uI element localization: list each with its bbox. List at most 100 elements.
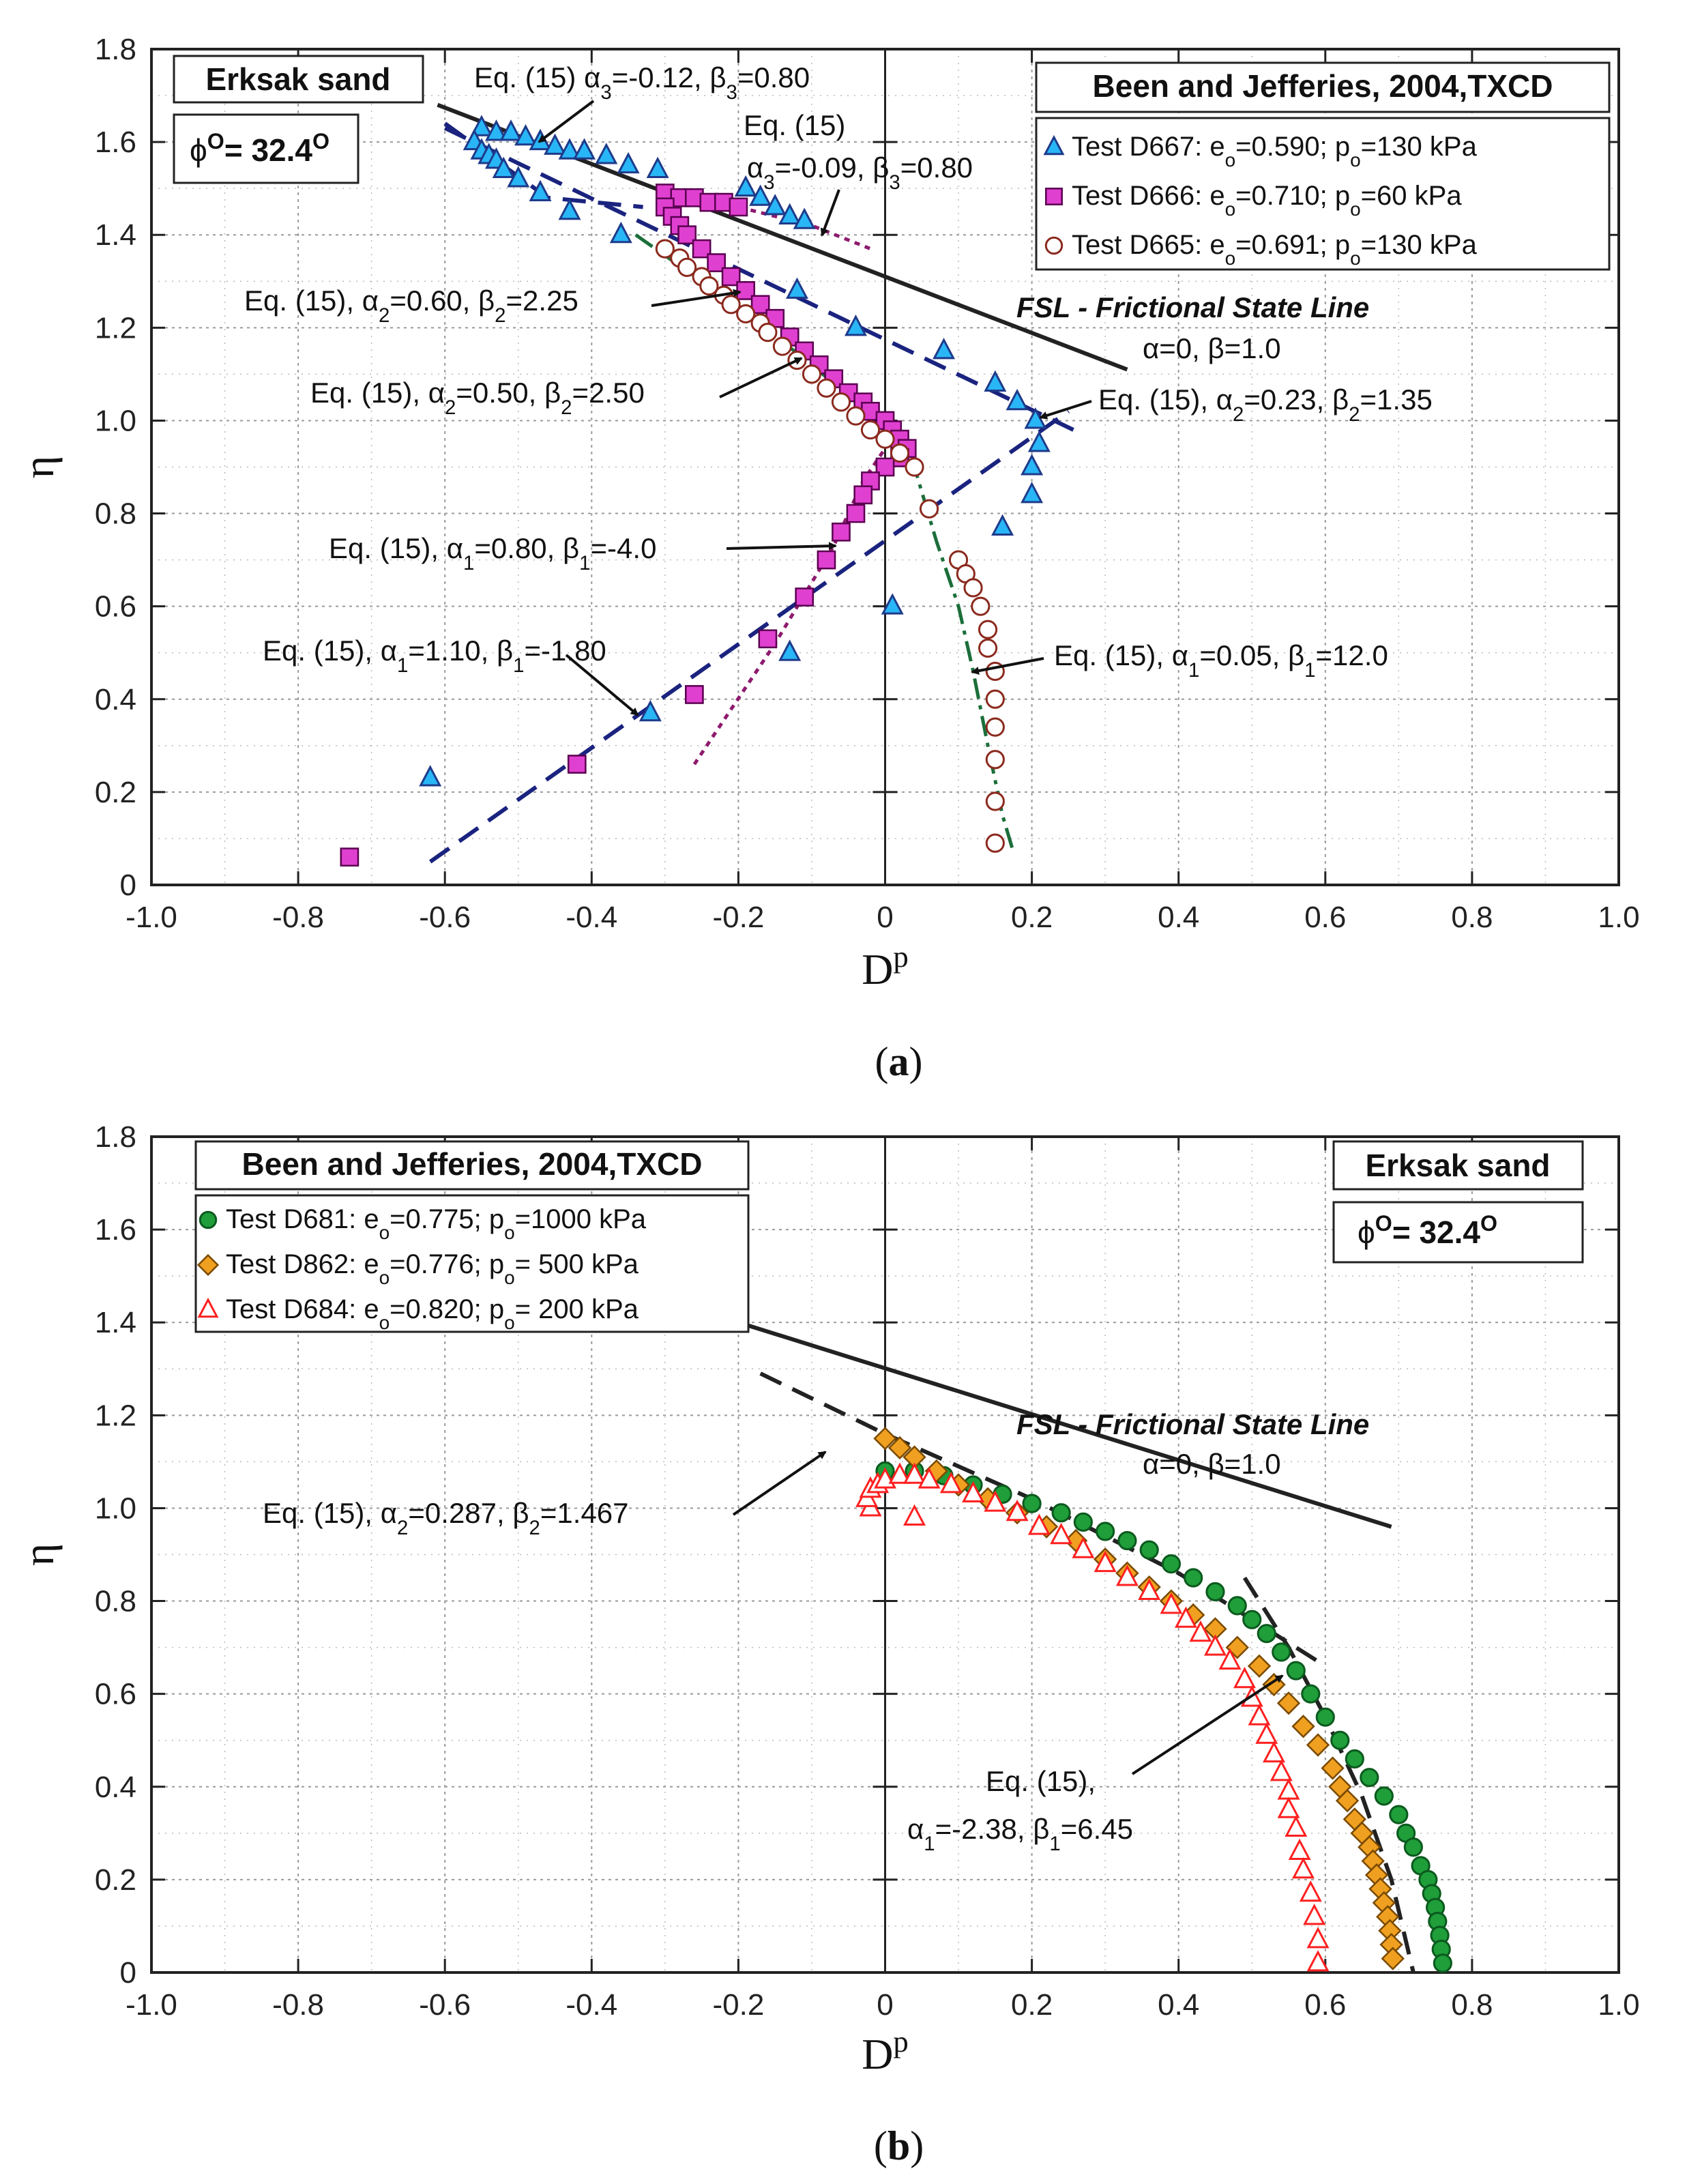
text-part: =12.0 [1316,639,1388,671]
text-part: o [504,1222,515,1243]
data-point [529,179,552,201]
text-part: Test D665: e [1072,230,1225,260]
y-tick-label: 0.4 [95,1771,136,1804]
data-point [778,639,802,661]
data-point [978,638,998,658]
data-point [1044,236,1063,255]
data-point [1184,1568,1203,1588]
data-point [1247,1654,1272,1678]
y-tick-label: 1.0 [95,404,136,437]
y-tick-label: 1.6 [95,126,136,159]
text-part: Eq. (15) α [474,61,600,93]
series-1 [340,184,917,867]
x-tick-label: 0 [877,901,893,934]
data-point [844,315,867,336]
data-point [1291,1715,1315,1738]
legend-box [194,1194,750,1333]
data-point [1006,388,1029,411]
fsl-title: FSL - Frictional State Line [1016,1408,1369,1440]
text-part: O [207,129,224,154]
fit-line [883,428,1016,854]
data-point [558,198,581,220]
text-part: =-0.12, β [612,61,727,93]
data-point [1315,1707,1335,1727]
text-part: D [862,2030,893,2078]
legend-title: Been and Jefferies, 2004,TXCD [242,1146,703,1182]
text-part: =0.05, β [1199,639,1304,671]
data-point [1021,482,1044,504]
data-point [1021,454,1044,476]
data-point [939,1472,963,1494]
data-point [492,156,515,178]
text-part: Eq. (15), α [244,285,379,317]
data-point [1381,1947,1405,1970]
y-tick-label: 1.2 [95,311,136,345]
data-point [1321,1756,1345,1780]
legend-entry-d684: Test D684: eo=0.820; po= 200 kPa [226,1294,639,1333]
y-tick-label: 0 [120,869,136,902]
data-point [1303,1904,1326,1925]
text-part: Eq. (15), α [329,532,463,564]
info-title: Erksak sand [205,61,390,97]
data-point [1433,1953,1452,1973]
fsl-params: α=0, β=1.0 [1143,1448,1281,1480]
annotation-arrow [719,357,803,398]
x-tick-label: 1.0 [1598,1988,1639,2022]
data-point [758,323,778,343]
annotation-a3-009-l1: Eq. (15) [744,109,845,141]
data-point [1277,1796,1300,1818]
x-tick-label: 0.6 [1304,901,1346,934]
text-part: 2 [1349,403,1360,426]
x-tick-label: 0.2 [1011,901,1053,934]
x-tick-label: -1.0 [126,901,177,934]
annotation-a2-060: Eq. (15), α2=0.60, β2=2.25 [244,285,578,327]
text-part: =0.23, β [1244,383,1349,416]
text-part: 2 [379,304,390,327]
text-part: =0.287, β [408,1497,529,1529]
data-point [749,184,772,206]
text-part: =60 kPa [1361,181,1463,211]
data-point [1335,1789,1360,1813]
data-point [729,197,748,217]
panel-b: -1.0 -0.8 -0.6 -0.4 -0.2 0 0.2 0.4 0.6 0.8 1.0 0 0.2… [14,1120,1640,2168]
data-point [1306,1733,1330,1757]
x-tick-label: -0.8 [272,1988,324,2022]
data-point [985,717,1005,737]
data-point [1225,1635,1249,1659]
data-point [1286,1661,1306,1680]
annotation-arrow [726,542,837,551]
data-point [1073,1512,1093,1532]
text-part: 2 [495,304,505,327]
text-part: O [312,129,329,154]
text-part: ϕ [1358,1214,1375,1250]
text-part: α [747,151,763,184]
text-part: =0.820; p [390,1294,504,1324]
annotation-a1-238-l2: α1=-2.38, β1=6.45 [907,1813,1133,1855]
data-point [617,151,640,174]
text-part: Test D862: e [226,1249,379,1279]
annotation-a3-012: Eq. (15) α3=-0.12, β3=0.80 [474,61,810,104]
data-point [793,207,816,229]
data-point [846,406,866,426]
annotation-arrow [538,100,595,143]
data-point [1203,1634,1227,1656]
data-point [1242,1610,1262,1629]
text-part: 2 [397,1517,408,1539]
data-point [595,143,618,164]
y-tick-label: 0.8 [95,497,136,531]
data-point [1006,1499,1029,1521]
data-point [1360,1768,1379,1788]
data-point [933,338,956,360]
data-point [573,138,596,160]
x-tick-label: -0.4 [566,1988,617,2022]
text-part: a [889,1039,909,1084]
x-tick-label: 0.2 [1011,1988,1053,2022]
data-point [985,689,1005,709]
text-part: 1 [463,552,474,574]
text-part: 1 [1049,1833,1060,1855]
annotation-a2-023: Eq. (15), α2=0.23, β2=1.35 [1098,383,1433,426]
text-part: =1.467 [540,1497,629,1529]
x-tick-label: 0.6 [1304,1988,1346,2022]
data-point [196,1253,220,1277]
text-part: ) [910,2123,924,2168]
